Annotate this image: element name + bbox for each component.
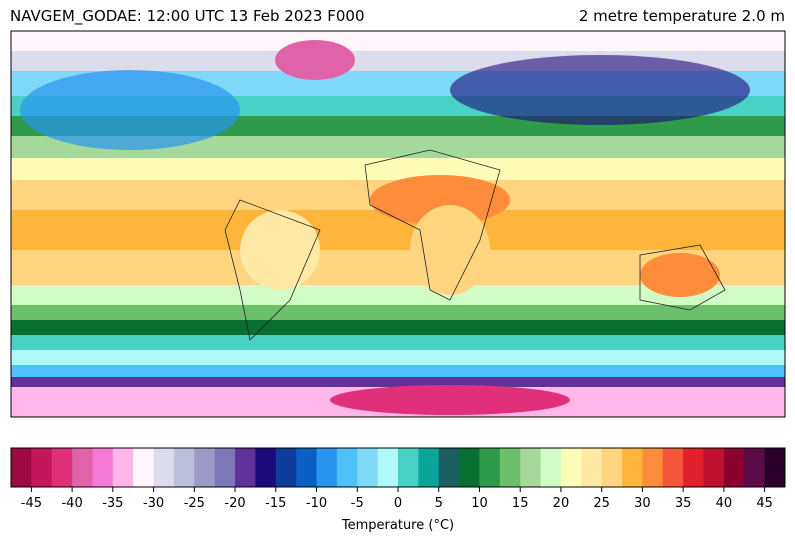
tick-label: -40 (61, 496, 82, 511)
tick-label: -25 (184, 496, 205, 511)
tick-label: 40 (716, 496, 733, 511)
colorbar-segment (499, 448, 521, 487)
colorbar-segment (214, 448, 236, 487)
tick-label: -20 (224, 496, 245, 511)
colorbar-segment (560, 448, 582, 487)
tick-label: 30 (634, 496, 651, 511)
map (10, 30, 786, 418)
colorbar-segment (744, 448, 766, 487)
colorbar-segment (479, 448, 501, 487)
tick-label: -35 (102, 496, 123, 511)
colorbar-segment (418, 448, 440, 487)
colorbar-segment (31, 448, 53, 487)
colorbar-segment (336, 448, 358, 487)
tick-label: -5 (351, 496, 364, 511)
colorbar-segment (194, 448, 216, 487)
colorbar-segment (723, 448, 745, 487)
tick-label: -15 (265, 496, 286, 511)
colorbar-segment (683, 448, 705, 487)
colorbar-segment (601, 448, 623, 487)
tick-label: 0 (394, 496, 402, 511)
colorbar-segment (275, 448, 297, 487)
colorbar-segment (112, 448, 134, 487)
tick-label: -10 (306, 496, 327, 511)
colorbar-segment (642, 448, 664, 487)
colorbar-segment (296, 448, 318, 487)
colorbar-segment (703, 448, 725, 487)
tick-label: 10 (471, 496, 488, 511)
colorbar-segment (357, 448, 379, 487)
colorbar: -45 -40 -35 -30 -25 -20 -15 -10 -5 0 5 10 15 20 25 30 35… (10, 447, 786, 533)
tick-label: -45 (21, 496, 42, 511)
colorbar-segment (377, 448, 399, 487)
colorbar-segment (235, 448, 256, 487)
colorbar-segment (316, 448, 338, 487)
tick-label: 5 (435, 496, 443, 511)
colorbar-segment (173, 448, 195, 487)
colorbar-segment (438, 448, 460, 487)
colorbar-segment (520, 448, 542, 487)
title-right: 2 metre temperature 2.0 m (579, 7, 785, 25)
colorbar-segment (51, 448, 73, 487)
colorbar-segment (398, 448, 419, 487)
colorbar-segment (72, 448, 93, 487)
colorbar-segment (153, 448, 175, 487)
colorbar-segment (540, 448, 562, 487)
colorbar-segment (255, 448, 277, 487)
tick-label: 25 (593, 496, 610, 511)
colorbar-segment (764, 448, 786, 487)
colorbar-segment (459, 448, 480, 487)
colorbar-segment (662, 448, 684, 487)
colorbar-segment (11, 448, 32, 487)
colorbar-segment (133, 448, 155, 487)
colorbar-segment (581, 448, 603, 487)
colorbar-segment (92, 448, 114, 487)
tick-label: 35 (675, 496, 692, 511)
colorbar-label: Temperature (°C) (341, 518, 454, 533)
tick-label: -30 (143, 496, 164, 511)
colorbar-segment (622, 448, 643, 487)
tick-label: 15 (512, 496, 529, 511)
title-left: NAVGEM_GODAE: 12:00 UTC 13 Feb 2023 F000 (10, 7, 365, 26)
tick-label: 20 (553, 496, 570, 511)
tick-label: 45 (756, 496, 773, 511)
